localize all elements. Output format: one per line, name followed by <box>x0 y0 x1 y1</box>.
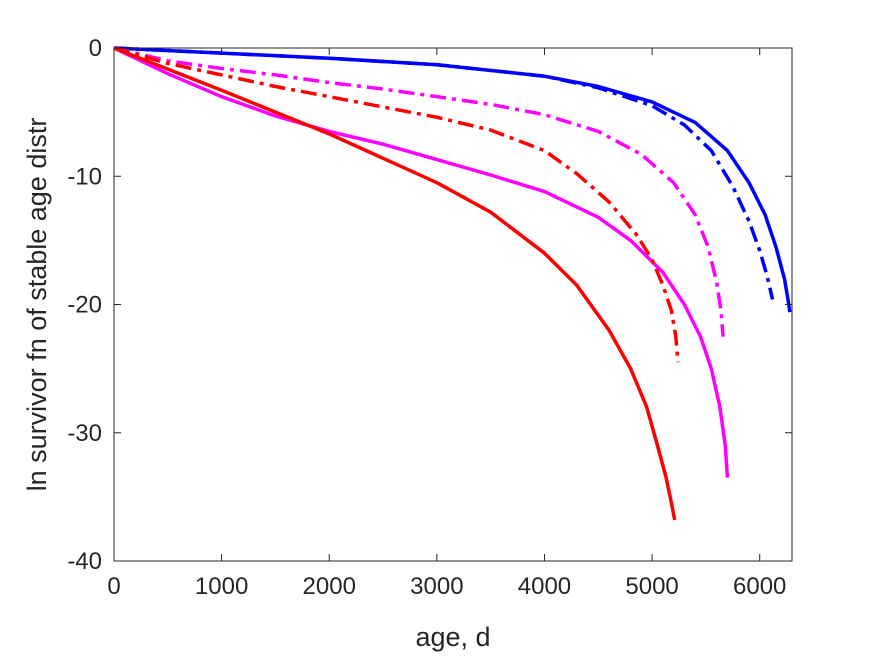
y-axis-label: ln survivor fn of stable age distr <box>22 118 52 492</box>
x-axis-label: age, d <box>415 622 490 652</box>
y-tick-label: -10 <box>67 163 102 190</box>
plot-area <box>113 46 792 521</box>
y-tick-label: 0 <box>89 35 102 62</box>
y-tick-label: -20 <box>67 292 102 319</box>
y-tick-label: -40 <box>67 548 102 575</box>
series-line-2 <box>113 46 775 300</box>
x-tick-label: 1000 <box>195 573 248 600</box>
x-tick-label: 0 <box>107 573 120 600</box>
series-line-3 <box>113 46 730 478</box>
x-tick-label: 3000 <box>410 573 463 600</box>
x-tick-label: 6000 <box>733 573 786 600</box>
x-tick-label: 5000 <box>625 573 678 600</box>
x-tick-label: 4000 <box>518 573 571 600</box>
axes-box <box>113 47 793 562</box>
y-tick-label: -30 <box>67 420 102 447</box>
x-tick-label: 2000 <box>303 573 356 600</box>
series-line-6 <box>113 46 680 363</box>
series-line-1 <box>113 46 792 313</box>
axes: 0 1000 2000 3000 4000 5000 6000 0 -10 -20 -30 -40 <box>67 35 793 600</box>
series-line-5 <box>113 46 677 521</box>
